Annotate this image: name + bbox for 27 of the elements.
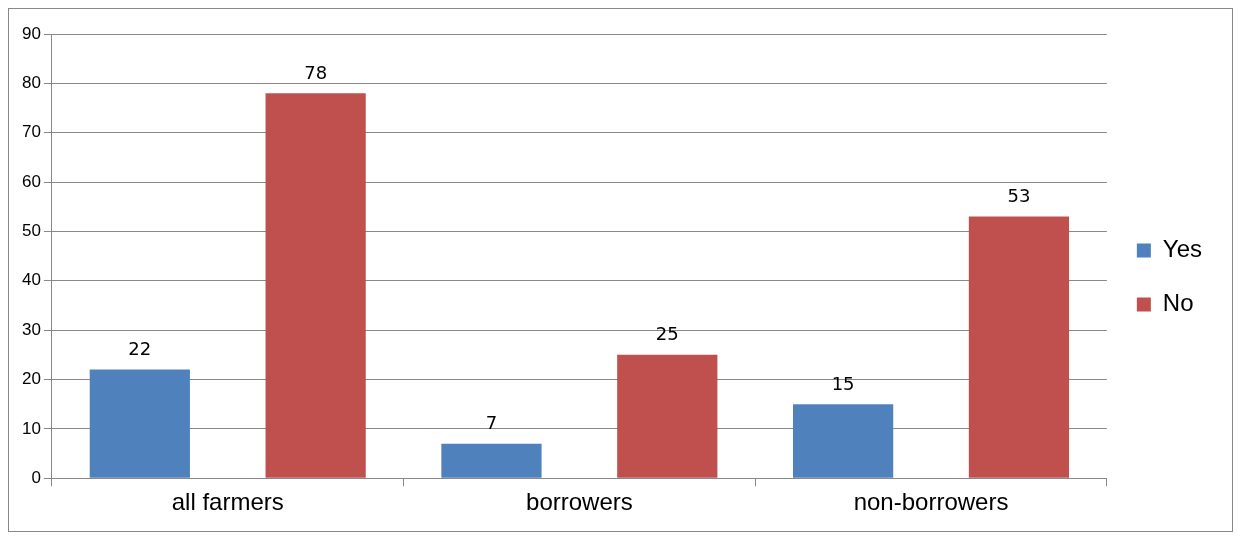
- data-label: 22: [128, 338, 152, 360]
- legend-label: Yes: [1162, 235, 1202, 263]
- y-tick-label: 50: [21, 221, 41, 241]
- y-tick-label: 60: [21, 171, 41, 191]
- bar: [441, 443, 542, 478]
- y-tick-label: 20: [21, 369, 41, 389]
- y-tick-label: 40: [21, 270, 41, 290]
- x-tick-label: borrowers: [526, 488, 633, 516]
- y-tick-label: 70: [21, 122, 41, 142]
- y-tick-label: 0: [31, 467, 41, 487]
- data-label: 53: [1007, 185, 1031, 207]
- legend-label: No: [1162, 289, 1194, 317]
- bar: [617, 354, 718, 478]
- y-tick-label: 80: [21, 73, 41, 93]
- bar: [265, 93, 366, 478]
- bar: [89, 369, 190, 478]
- y-tick-label: 90: [21, 23, 41, 43]
- data-label: 78: [304, 61, 328, 83]
- bar: [968, 216, 1070, 478]
- x-tick-label: non-borrowers: [853, 488, 1009, 516]
- data-label: 7: [485, 412, 498, 434]
- data-label: 15: [831, 372, 855, 394]
- y-tick-label: 10: [21, 418, 41, 438]
- data-label: 25: [655, 323, 679, 345]
- x-tick-label: all farmers: [171, 488, 284, 516]
- y-tick-label: 30: [21, 319, 41, 339]
- bar: [793, 404, 894, 478]
